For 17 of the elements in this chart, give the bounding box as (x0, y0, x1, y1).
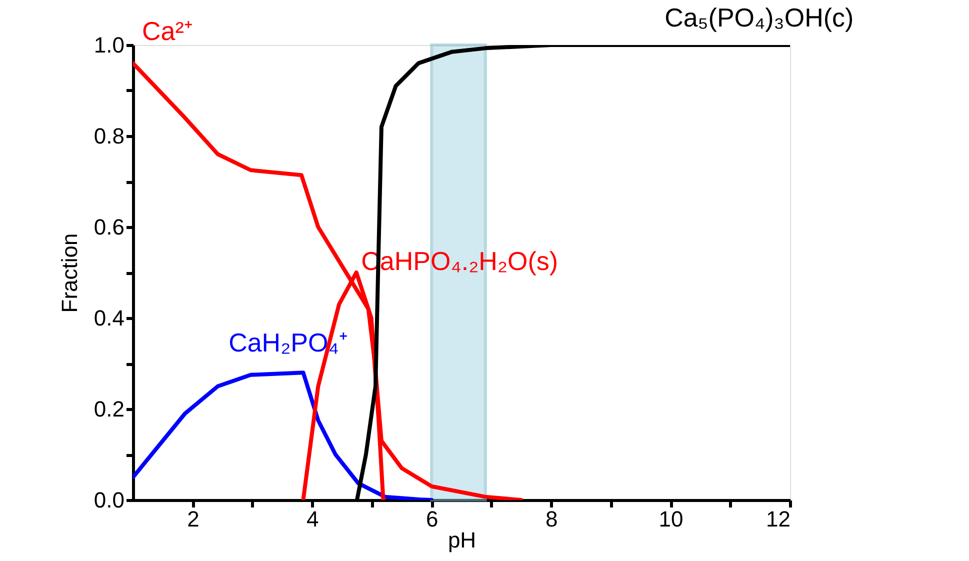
y-axis-title: Fraction (56, 233, 82, 313)
x-tick-label: 6 (426, 506, 438, 532)
x-tick-label: 12 (766, 506, 790, 532)
series-label: Ca²⁺ (142, 16, 193, 46)
y-tick-label: 0.2 (94, 396, 124, 422)
y-tick-label: 0.0 (94, 488, 124, 512)
line-series (133, 370, 434, 500)
y-tick-label: 0.6 (94, 214, 124, 240)
series-label: Ca₅(PO₄)₃OH(c) (664, 2, 854, 32)
y-tick-label: 0.8 (94, 124, 124, 148)
x-tick-label: 10 (658, 506, 684, 532)
x-tick-label: 8 (545, 506, 558, 532)
x-tick-label: 4 (306, 506, 319, 532)
x-axis-title: pH (448, 528, 476, 552)
y-tick-label: 1.0 (94, 32, 124, 58)
x-tick-label: 2 (187, 506, 200, 532)
y-tick-label: 0.4 (94, 306, 124, 330)
